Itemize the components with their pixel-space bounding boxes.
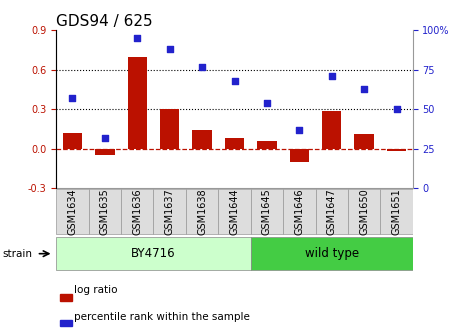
- Bar: [60, 294, 72, 301]
- Text: GSM1637: GSM1637: [165, 188, 174, 235]
- Bar: [322, 111, 341, 149]
- Text: GSM1636: GSM1636: [132, 188, 142, 235]
- Point: [134, 36, 141, 41]
- Bar: [316, 190, 348, 234]
- Bar: [283, 190, 316, 234]
- Bar: [289, 149, 309, 162]
- Text: GSM1651: GSM1651: [392, 188, 401, 235]
- Text: GSM1644: GSM1644: [229, 188, 240, 235]
- Text: GSM1635: GSM1635: [100, 188, 110, 235]
- Text: GSM1646: GSM1646: [295, 188, 304, 235]
- Bar: [95, 149, 114, 155]
- Point: [69, 95, 76, 101]
- Bar: [251, 190, 283, 234]
- Bar: [355, 134, 374, 149]
- Bar: [89, 190, 121, 234]
- Bar: [192, 130, 212, 149]
- Bar: [186, 190, 218, 234]
- Text: GSM1647: GSM1647: [327, 188, 337, 235]
- Bar: [160, 109, 180, 149]
- Bar: [153, 190, 186, 234]
- Bar: [60, 320, 72, 327]
- Text: GSM1650: GSM1650: [359, 188, 369, 235]
- Point: [231, 78, 238, 83]
- Text: percentile rank within the sample: percentile rank within the sample: [74, 312, 250, 322]
- Text: log ratio: log ratio: [74, 285, 118, 295]
- Bar: [257, 141, 277, 149]
- Text: GSM1634: GSM1634: [68, 188, 77, 235]
- Text: wild type: wild type: [305, 247, 359, 260]
- Point: [328, 73, 335, 79]
- Bar: [128, 56, 147, 149]
- Bar: [56, 190, 89, 234]
- Bar: [225, 138, 244, 149]
- Point: [101, 135, 109, 140]
- Point: [263, 100, 271, 106]
- Text: BY4716: BY4716: [131, 247, 176, 260]
- Bar: [380, 190, 413, 234]
- Point: [198, 64, 206, 69]
- Text: GDS94 / 625: GDS94 / 625: [56, 14, 153, 29]
- Text: strain: strain: [3, 249, 33, 259]
- Bar: [387, 149, 406, 151]
- Bar: [121, 190, 153, 234]
- Bar: [251, 237, 413, 270]
- Point: [393, 107, 400, 112]
- Text: GSM1638: GSM1638: [197, 188, 207, 235]
- Bar: [218, 190, 251, 234]
- Bar: [348, 190, 380, 234]
- Text: GSM1645: GSM1645: [262, 188, 272, 235]
- Point: [166, 46, 174, 52]
- Point: [295, 127, 303, 132]
- Bar: [56, 237, 251, 270]
- Bar: [63, 133, 82, 149]
- Point: [360, 86, 368, 91]
